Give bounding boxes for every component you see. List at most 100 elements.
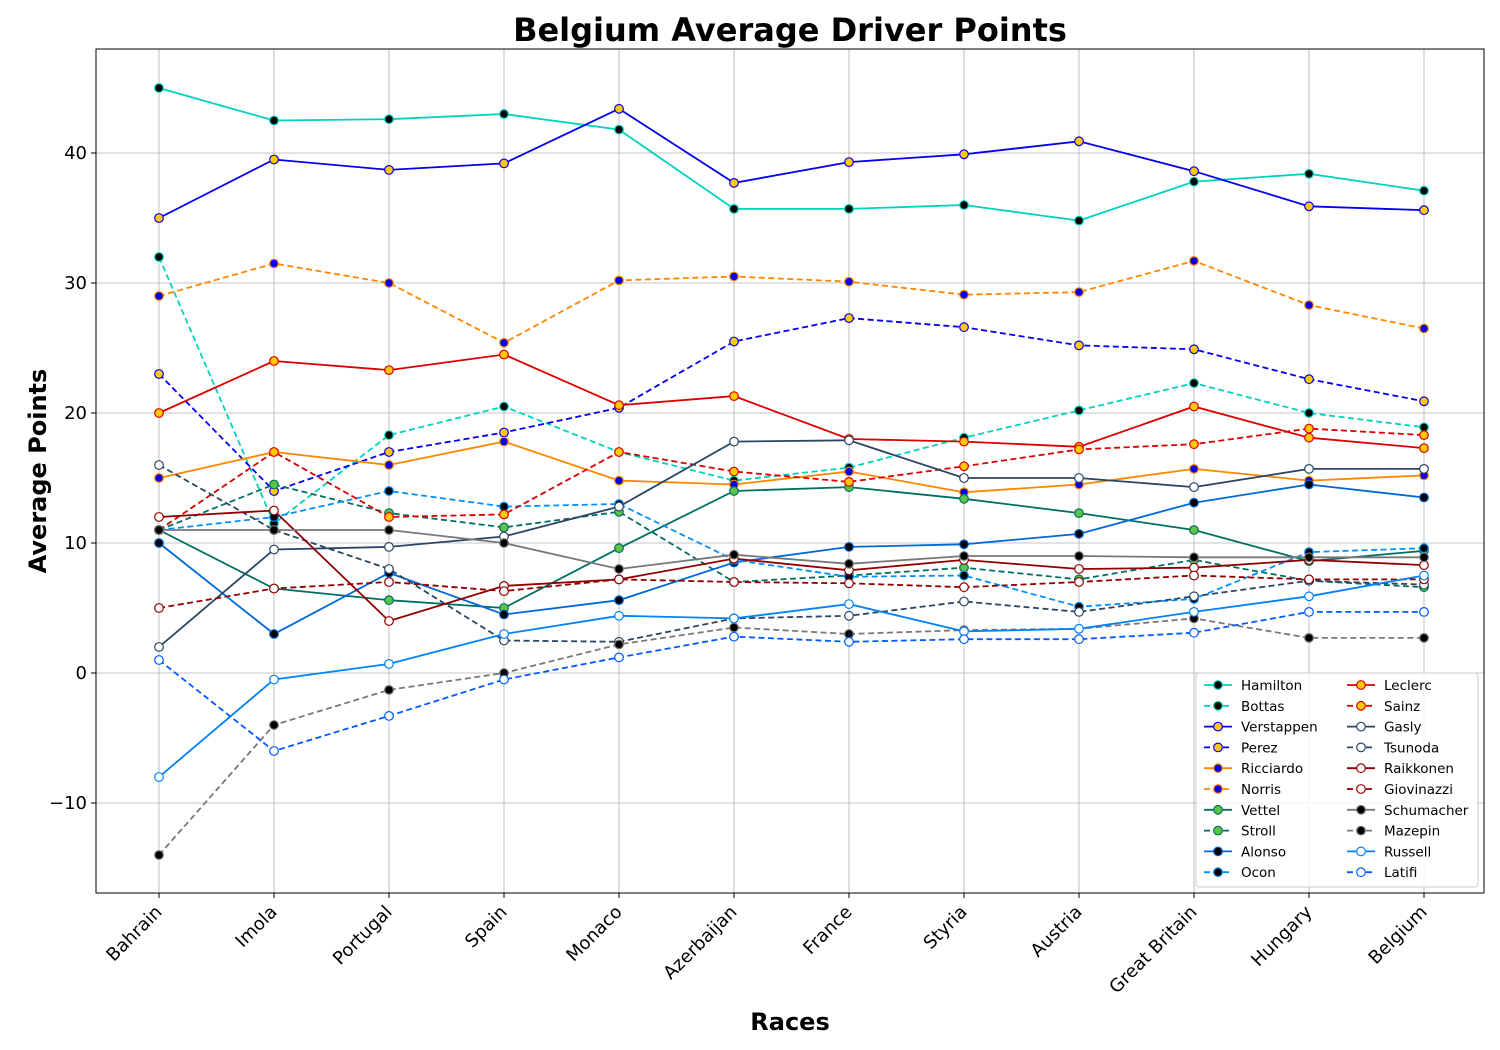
data-point [729, 613, 739, 624]
data-point [844, 203, 854, 214]
data-point [1074, 405, 1084, 416]
y-tick-label: 30 [64, 273, 87, 294]
legend-label: Latifi [1384, 865, 1417, 881]
data-point [844, 477, 854, 487]
data-point [1304, 607, 1314, 617]
series-line [158, 486, 1425, 609]
data-point [614, 543, 624, 554]
data-point [729, 271, 739, 282]
legend-label: Hamilton [1241, 678, 1302, 694]
series-line [158, 353, 1425, 449]
legend-marker [1356, 846, 1366, 857]
x-axis-label: Races [750, 1008, 829, 1036]
legend-entry: Russell [1347, 844, 1431, 860]
data-point [959, 582, 969, 593]
data-point [844, 313, 854, 324]
y-tick-label: 20 [64, 403, 87, 424]
legend-entry: Hamilton [1204, 678, 1302, 694]
data-point [1189, 591, 1199, 602]
data-point [1304, 633, 1314, 643]
data-point [1304, 479, 1314, 490]
data-point [729, 336, 739, 347]
data-point [959, 570, 969, 581]
data-point [1189, 176, 1199, 187]
data-point [269, 356, 279, 366]
series-verstappen [154, 103, 1429, 223]
data-point [614, 639, 624, 650]
legend-marker [1213, 742, 1223, 753]
series-line [158, 440, 1425, 494]
legend-label: Raikkonen [1384, 761, 1454, 777]
legend-marker [1356, 763, 1366, 774]
data-point [1419, 464, 1429, 474]
data-point [1419, 205, 1429, 216]
x-tick-label: Spain [461, 902, 511, 952]
data-point [1304, 201, 1314, 212]
series-tsunoda [154, 460, 1429, 647]
data-point [1074, 623, 1084, 634]
data-point [154, 642, 164, 652]
data-point [269, 479, 279, 490]
data-point [499, 629, 509, 639]
legend-marker [1213, 867, 1223, 878]
data-point [959, 551, 969, 561]
data-point [1419, 443, 1429, 454]
legend-entry: Schumacher [1347, 803, 1469, 819]
data-point [1074, 551, 1084, 561]
data-point [499, 109, 509, 119]
legend-entry: Latifi [1347, 865, 1417, 881]
data-point [499, 586, 509, 596]
y-tick-label: 10 [64, 533, 87, 554]
legend-label: Bottas [1241, 699, 1284, 715]
legend-marker [1356, 867, 1366, 878]
legend-entry: Tsunoda [1347, 740, 1439, 756]
data-point [1419, 430, 1429, 441]
data-point [384, 460, 394, 470]
data-point [844, 157, 854, 168]
series-line [159, 529, 1424, 570]
y-axis-label: Average Points [24, 369, 52, 574]
data-point [384, 595, 394, 606]
series-bottas [154, 252, 1429, 529]
data-point [1189, 497, 1199, 508]
series-line [158, 464, 1425, 643]
data-point [844, 466, 854, 477]
data-point [384, 525, 394, 535]
data-point [1189, 552, 1199, 563]
data-point [614, 400, 624, 411]
data-point [729, 486, 739, 496]
data-point [1074, 340, 1084, 351]
data-point [1419, 552, 1429, 563]
data-point [384, 685, 394, 695]
data-point [269, 746, 279, 756]
data-point [154, 525, 164, 535]
legend: Hamilton Bottas Verstappen Perez Ricciardo No… [1195, 672, 1479, 888]
data-point [1074, 444, 1084, 455]
data-point [729, 203, 739, 214]
data-point [614, 574, 624, 585]
legend-entry: Ocon [1204, 865, 1276, 881]
data-point [1074, 529, 1084, 539]
data-point [499, 538, 509, 548]
legend-label: Alonso [1241, 844, 1286, 860]
series-line [158, 107, 1425, 219]
legend-entry: Raikkonen [1347, 761, 1454, 777]
data-point [959, 149, 969, 160]
data-point [499, 427, 509, 438]
data-point [614, 124, 624, 135]
legend-entry: Vettel [1204, 803, 1280, 819]
data-point [729, 466, 739, 477]
data-point [1304, 464, 1314, 474]
series-ocon [154, 486, 1429, 612]
series-sainz [154, 423, 1429, 535]
data-point [1304, 552, 1314, 563]
data-point [154, 460, 164, 470]
legend-marker [1213, 846, 1223, 857]
data-point [269, 115, 279, 126]
series-line [158, 439, 1424, 648]
data-point [384, 365, 394, 376]
legend-label: Stroll [1241, 824, 1276, 840]
legend-entry: Giovinazzi [1347, 782, 1453, 798]
x-tick-label: Azerbaijan [659, 902, 741, 984]
